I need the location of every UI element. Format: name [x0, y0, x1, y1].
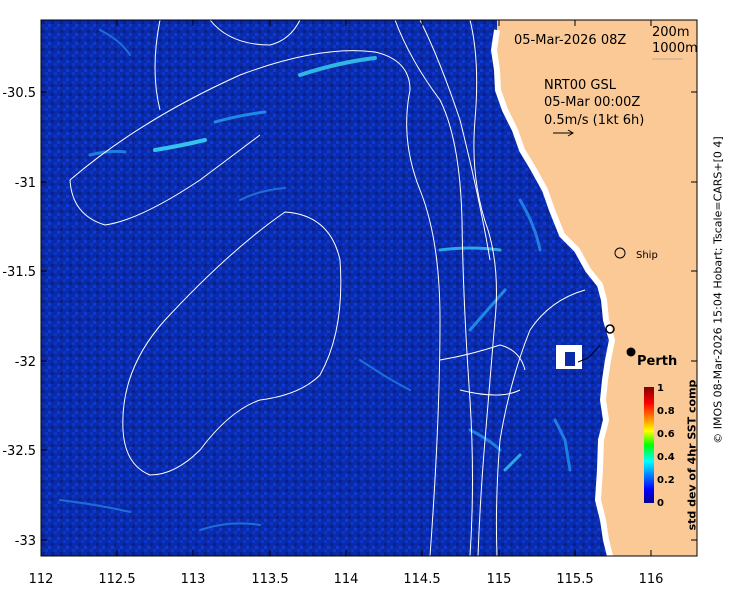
contour-legend-1000m: 1000m [652, 41, 698, 56]
current-title: NRT00 GSL [544, 78, 617, 93]
plot-frame [40, 19, 698, 557]
current-scale: 0.5m/s (1kt 6h) [544, 113, 644, 128]
river-line [577, 344, 601, 363]
x-axis-ticks [40, 20, 652, 556]
perth-marker [626, 347, 636, 357]
colorbar-tick: 0.6 [657, 429, 675, 440]
credit-line: © IMOS 08-Mar-2026 15:04 Hobart; Tscale=… [712, 20, 738, 560]
y-tick-label: -31.5 [2, 265, 36, 280]
colorbar-tick: 0.8 [657, 406, 675, 417]
y-tick-label: -31 [15, 176, 36, 191]
x-tick-label: 112 [29, 572, 54, 587]
x-tick-label: 116 [639, 572, 664, 587]
ship-marker [614, 247, 626, 259]
y-tick-label: -30.5 [2, 86, 36, 101]
y-axis-ticks [41, 91, 697, 541]
colorbar-tick: 0.2 [657, 475, 675, 486]
colorbar-tick: 1 [657, 383, 664, 394]
ship-label: Ship [636, 250, 658, 261]
date-label: 05-Mar-2026 08Z [514, 33, 626, 48]
colorbar-tick: 0 [657, 498, 664, 509]
y-tick-label: -32 [15, 355, 36, 370]
x-tick-label: 115 [487, 572, 512, 587]
city-label-perth: Perth [637, 354, 677, 369]
current-time: 05-Mar 00:00Z [544, 95, 640, 110]
contour-legend-200m: 200m [652, 25, 689, 40]
x-tick-label: 113.5 [251, 572, 288, 587]
coastal-strip [490, 29, 616, 556]
colorbar-tick: 0.4 [657, 452, 675, 463]
x-tick-label: 115.5 [556, 572, 593, 587]
contour-lines [69, 20, 586, 556]
colorbar [644, 387, 654, 503]
x-tick-label: 114 [334, 572, 359, 587]
sst-anomaly-streaks [59, 29, 572, 531]
x-tick-label: 113 [181, 572, 206, 587]
station-marker [605, 324, 615, 334]
y-tick-label: -32.5 [2, 444, 36, 459]
colorbar-title-text: std dev of 4hr SST comp [685, 379, 699, 531]
credit-text: © IMOS 08-Mar-2026 15:04 Hobart; Tscale=… [711, 136, 725, 444]
y-tick-label: -33 [15, 534, 36, 549]
x-tick-label: 114.5 [403, 572, 440, 587]
current-scale-arrow [553, 129, 574, 137]
x-tick-label: 112.5 [98, 572, 135, 587]
colorbar-title: std dev of 4hr SST comp [685, 379, 704, 531]
